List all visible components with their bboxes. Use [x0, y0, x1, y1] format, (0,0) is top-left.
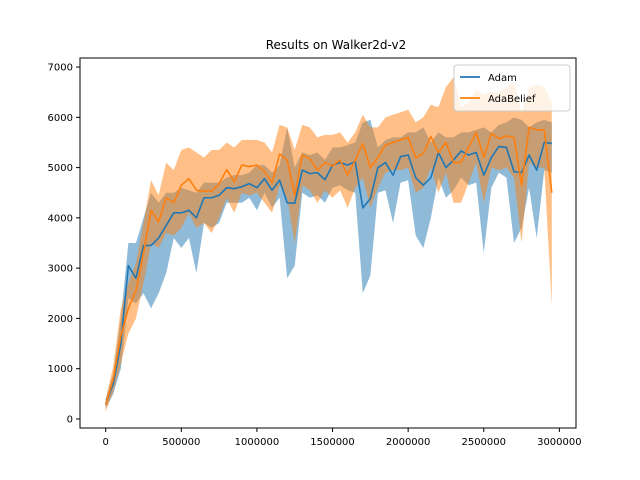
- legend-label-adam: Adam: [488, 73, 517, 84]
- legend-box: [453, 64, 571, 112]
- adabelief-line: [104, 126, 553, 406]
- y-tick-label: 2000: [48, 314, 73, 325]
- series-lines: [104, 126, 553, 406]
- y-tick-label: 1000: [48, 364, 73, 375]
- adabelief-band: [105, 77, 552, 412]
- plot-frame: [79, 57, 577, 429]
- y-tick-label: 7000: [48, 63, 73, 74]
- y-tick-label: 4000: [48, 213, 73, 224]
- confidence-bands: [105, 77, 552, 412]
- x-tick-label: 0: [103, 437, 109, 448]
- chart-title: Results on Walker2d-v2: [266, 38, 407, 52]
- y-tick-label: 0: [67, 414, 73, 425]
- y-axis: 0 1000 2000 3000 4000 5000 6000 7000: [48, 63, 80, 425]
- x-tick-label: 2500000: [461, 437, 506, 448]
- legend-label-adabelief: AdaBelief: [488, 94, 536, 105]
- x-tick-label: 500000: [162, 437, 200, 448]
- x-tick-label: 1000000: [235, 437, 280, 448]
- y-tick-label: 6000: [48, 113, 73, 124]
- legend: Adam AdaBelief: [453, 64, 571, 112]
- x-tick-label: 3000000: [537, 437, 582, 448]
- x-tick-label: 1500000: [310, 437, 355, 448]
- y-tick-label: 5000: [48, 163, 73, 174]
- y-tick-label: 3000: [48, 264, 73, 275]
- x-tick-label: 2000000: [386, 437, 431, 448]
- adam-line: [104, 141, 552, 405]
- x-axis: 0 500000 1000000 1500000 2000000 2500000 30000…: [103, 428, 582, 448]
